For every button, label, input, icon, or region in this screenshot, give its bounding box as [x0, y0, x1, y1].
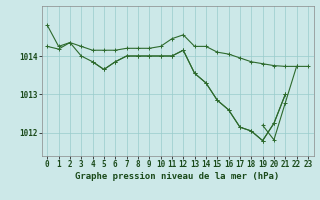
X-axis label: Graphe pression niveau de la mer (hPa): Graphe pression niveau de la mer (hPa)	[76, 172, 280, 181]
